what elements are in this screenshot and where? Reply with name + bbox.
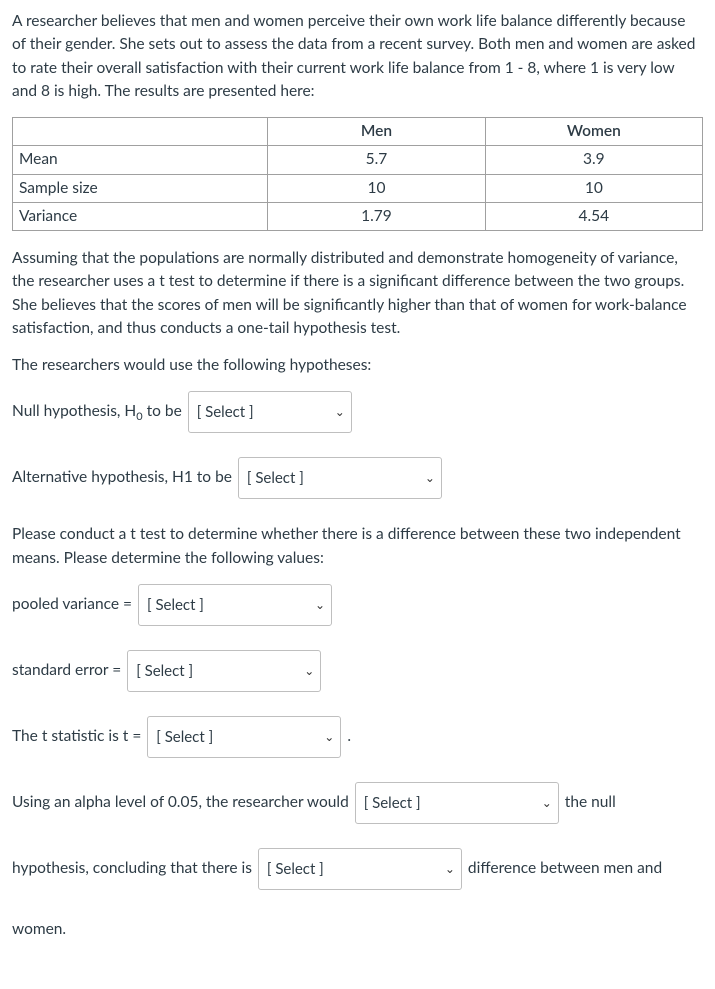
tstat-tail: .	[347, 727, 351, 745]
chevron-down-icon: ⌄	[425, 466, 435, 490]
difference-select[interactable]: [ Select ] ⌄	[258, 848, 462, 890]
pooled-label: pooled variance =	[12, 595, 132, 613]
chevron-down-icon: ⌄	[304, 659, 314, 683]
null-hypothesis-row: Null hypothesis, H0 to be [ Select ]⌄	[12, 391, 703, 433]
select-text: [ Select ]	[197, 397, 327, 427]
row-label: Mean	[13, 146, 268, 174]
t-statistic-row: The t statistic is t = [ Select ] ⌄ .	[12, 716, 703, 758]
pooled-variance-row: pooled variance = [ Select ] ⌄	[12, 584, 703, 626]
conclusion-last-row: women.	[12, 914, 703, 945]
cell-men: 1.79	[268, 202, 485, 230]
reject-select[interactable]: [ Select ] ⌄	[355, 782, 559, 824]
table-corner	[13, 118, 268, 146]
select-text: [ Select ]	[136, 656, 296, 686]
cell-women: 3.9	[485, 146, 702, 174]
alpha-pre: Using an alpha level of 0.05, the resear…	[12, 793, 349, 811]
conclusion-row: hypothesis, concluding that there is [ S…	[12, 848, 703, 890]
chevron-down-icon: ⌄	[542, 791, 552, 815]
row-label: Variance	[13, 202, 268, 230]
chevron-down-icon: ⌄	[445, 857, 455, 881]
table-row: Variance 1.79 4.54	[13, 202, 703, 230]
chevron-down-icon: ⌄	[335, 400, 345, 424]
select-text: [ Select ]	[247, 463, 417, 493]
chevron-down-icon: ⌄	[324, 725, 334, 749]
alpha-mid: the null	[565, 793, 616, 811]
cell-women: 4.54	[485, 202, 702, 230]
table-row: Sample size 10 10	[13, 174, 703, 202]
cell-men: 10	[268, 174, 485, 202]
conduct-paragraph: Please conduct a t test to determine whe…	[12, 523, 703, 570]
t-statistic-select[interactable]: [ Select ] ⌄	[147, 716, 341, 758]
null-label-pre: Null hypothesis, H	[12, 402, 136, 420]
col-header-men: Men	[268, 118, 485, 146]
conclusion-last: women.	[12, 920, 66, 938]
stderr-label: standard error =	[12, 661, 121, 679]
cell-men: 5.7	[268, 146, 485, 174]
standard-error-row: standard error = [ Select ] ⌄	[12, 650, 703, 692]
null-label-post: to be	[143, 402, 182, 420]
alt-hypothesis-select[interactable]: [ Select ] ⌄	[238, 457, 442, 499]
assumption-paragraph: Assuming that the populations are normal…	[12, 247, 703, 340]
select-text: [ Select ]	[267, 854, 437, 884]
tstat-label: The t statistic is t =	[12, 727, 141, 745]
conclusion-pre: hypothesis, concluding that there is	[12, 859, 252, 877]
hypotheses-intro: The researchers would use the following …	[12, 354, 703, 377]
cell-women: 10	[485, 174, 702, 202]
chevron-down-icon: ⌄	[315, 593, 325, 617]
stats-table: Men Women Mean 5.7 3.9 Sample size 10 10…	[12, 117, 703, 231]
row-label: Sample size	[13, 174, 268, 202]
alt-hypothesis-row: Alternative hypothesis, H1 to be [ Selec…	[12, 457, 703, 499]
col-header-women: Women	[485, 118, 702, 146]
select-text: [ Select ]	[156, 722, 316, 752]
pooled-variance-select[interactable]: [ Select ] ⌄	[138, 584, 332, 626]
standard-error-select[interactable]: [ Select ] ⌄	[127, 650, 321, 692]
alt-label: Alternative hypothesis, H1 to be	[12, 468, 232, 486]
select-text: [ Select ]	[147, 590, 307, 620]
null-hypothesis-select[interactable]: [ Select ] ⌄	[188, 391, 352, 433]
intro-paragraph: A researcher believes that men and women…	[12, 10, 703, 103]
decision-row: Using an alpha level of 0.05, the resear…	[12, 782, 703, 824]
select-text: [ Select ]	[364, 788, 534, 818]
conclusion-post: difference between men and	[468, 859, 662, 877]
table-row: Mean 5.7 3.9	[13, 146, 703, 174]
